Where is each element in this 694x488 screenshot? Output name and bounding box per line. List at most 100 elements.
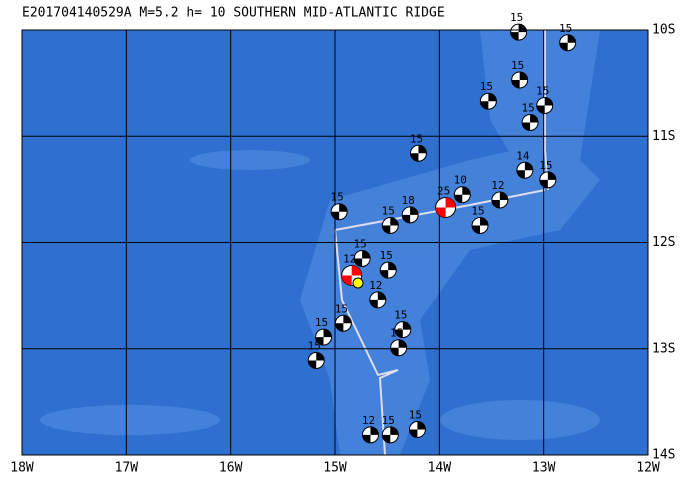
y-tick-label: 14S [652, 448, 675, 463]
depth-label: 15 [471, 205, 484, 218]
plate-boundary [334, 189, 546, 231]
focal-mechanism [408, 421, 426, 438]
focal-mechanism [409, 144, 427, 162]
depth-label: 15 [380, 249, 393, 262]
beachball-quadrant [491, 192, 508, 208]
depth-label: 12 [491, 179, 504, 192]
x-tick-label: 14W [428, 461, 452, 476]
y-tick-label: 12S [652, 235, 675, 250]
depth-label: 15 [510, 11, 523, 24]
depth-label: 15 [409, 409, 422, 422]
x-tick-label: 15W [323, 461, 347, 476]
x-tick-label: 12W [636, 461, 660, 476]
focal-mechanism [390, 339, 408, 357]
focal-mechanism [479, 92, 497, 110]
depth-label: 15 [559, 22, 572, 35]
beachball-quadrant [511, 71, 528, 88]
focal-mechanism [511, 71, 529, 89]
focal-mechanism [539, 171, 557, 189]
depth-label: 25 [437, 184, 450, 197]
x-tick-label: 18W [10, 461, 34, 476]
depth-label: 15 [382, 414, 395, 427]
focal-mechanism [379, 261, 397, 279]
focal-mechanism [361, 426, 379, 444]
beachball-quadrant [369, 291, 386, 308]
events [307, 23, 577, 444]
beachball-quadrant [380, 262, 397, 279]
depth-label: 15 [315, 316, 328, 329]
beachball-quadrant [394, 321, 411, 338]
beachball-quadrant [536, 97, 553, 114]
focal-mechanism [334, 314, 352, 332]
beachball-quadrant [472, 217, 489, 234]
beachball-quadrant [362, 426, 379, 443]
beachball-quadrant [308, 352, 325, 369]
depth-label: 15 [390, 327, 403, 340]
depth-label: 15 [539, 159, 552, 172]
depth-label: 15 [410, 132, 423, 145]
depth-label: 15 [394, 309, 407, 322]
depth-label: 10 [454, 174, 467, 187]
depth-label: 15 [308, 339, 321, 352]
beachball-quadrant [516, 162, 533, 179]
beachball-quadrant [409, 421, 426, 438]
map-title: E201704140529A M=5.2 h= 10 SOUTHERN MID-… [22, 6, 445, 21]
beachball-quadrant [510, 24, 527, 41]
depth-label: 15 [382, 205, 395, 218]
x-tick-label: 16W [219, 461, 243, 476]
depth-label: 12 [343, 252, 356, 265]
beachball-quadrant [382, 426, 399, 443]
focal-mechanism [435, 196, 457, 218]
beachball-quadrant [341, 265, 362, 286]
focal-mechanism [516, 161, 534, 179]
beachball-quadrant [331, 203, 348, 220]
depth-label: 15 [354, 237, 367, 250]
y-tick-label: 11S [652, 129, 675, 144]
beachball-quadrant [410, 145, 427, 162]
beachball-quadrant [382, 217, 399, 234]
focal-mechanism [315, 328, 333, 346]
plate-boundary [334, 229, 399, 456]
focal-mechanism [453, 186, 471, 204]
depth-label: 12 [362, 414, 375, 427]
depth-label: 15 [331, 191, 344, 204]
depth-label: 15 [521, 101, 534, 114]
focal-mechanism [381, 217, 399, 234]
depth-label: 18 [401, 194, 414, 207]
focal-mechanism [521, 113, 539, 131]
x-tick-label: 13W [532, 461, 556, 476]
beachball-quadrant [390, 339, 407, 356]
y-tick-label: 10S [652, 23, 675, 38]
depth-label: 15 [480, 80, 493, 93]
depth-label: 15 [536, 84, 549, 97]
focal-mechanism [536, 96, 554, 114]
beachball-quadrant [539, 171, 556, 188]
beachball-quadrant [522, 114, 539, 131]
beachball-quadrant [435, 197, 456, 218]
beachball-quadrant [315, 329, 332, 346]
depth-label: 15 [335, 302, 348, 315]
beachball-quadrant [480, 93, 497, 110]
y-tick-label: 13S [652, 341, 675, 356]
focal-mechanism [394, 321, 412, 339]
x-tick-label: 17W [115, 461, 139, 476]
beachball-quadrant [402, 206, 419, 223]
focal-mechanism [330, 203, 348, 221]
beachball-quadrant [335, 315, 352, 332]
focal-mechanism [369, 291, 387, 309]
epicenter [352, 277, 364, 289]
beachball-quadrant [354, 250, 371, 267]
beachball-quadrant [454, 186, 471, 203]
beachball-quadrant [559, 34, 576, 51]
focal-mechanism [510, 23, 528, 41]
focal-mechanism [471, 217, 489, 234]
focal-mechanism [491, 191, 509, 209]
focal-mechanism [381, 426, 399, 444]
focal-mechanism [401, 206, 419, 224]
frame [21, 29, 649, 456]
focal-mechanism [307, 351, 325, 369]
depth-label: 15 [511, 59, 524, 72]
depth-label: 12 [369, 279, 382, 292]
depth-label: 14 [516, 149, 530, 162]
